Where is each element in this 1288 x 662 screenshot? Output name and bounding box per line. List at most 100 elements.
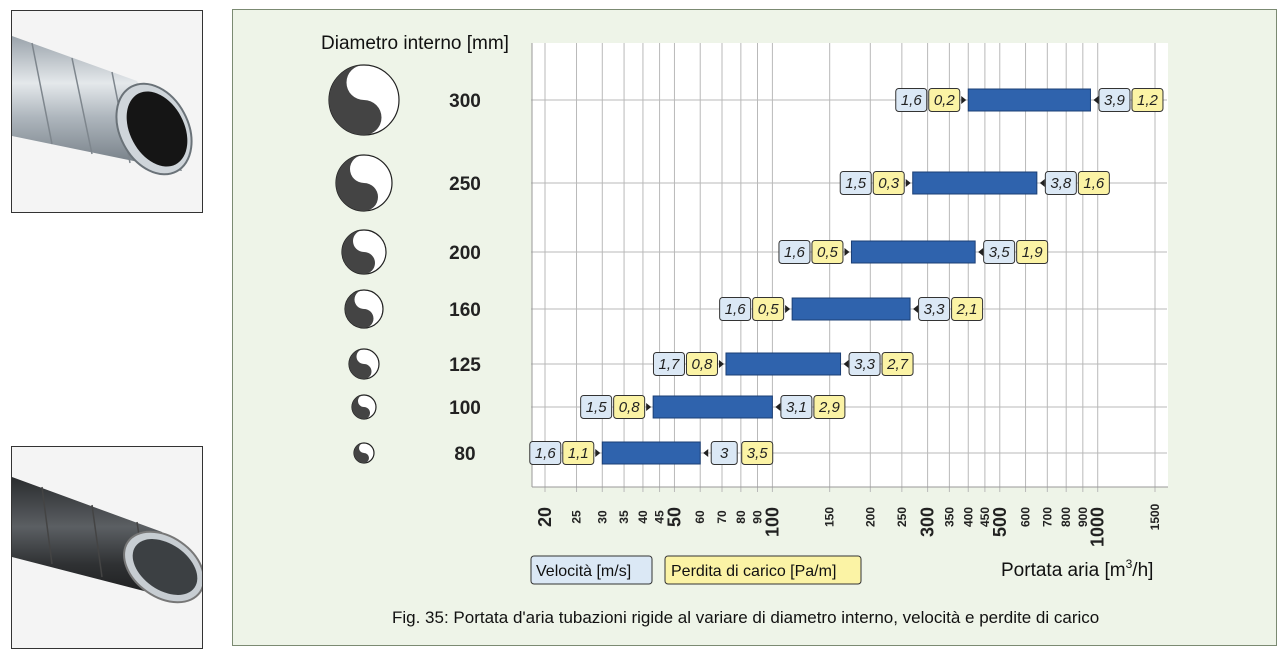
diameter-label: 300 <box>449 91 481 112</box>
flow-range-bar <box>912 171 1038 195</box>
perdita-min-label-box <box>613 395 646 419</box>
velocita-max-label: 3,3 <box>854 356 876 373</box>
diameter-label: 125 <box>449 355 481 376</box>
x-tick-label-major: 20 <box>535 507 555 527</box>
photo-black-spiral-duct <box>11 446 203 649</box>
x-tick-label: 80 <box>734 510 748 524</box>
icon-dark-half <box>349 349 372 379</box>
perdita-max-label: 2,7 <box>886 356 909 373</box>
perdita-min-label-box <box>928 88 961 112</box>
legend-velocita-label: Velocità [m/s] <box>536 563 631 580</box>
perdita-max-label: 1,6 <box>1083 175 1105 192</box>
x-tick-label-major: 300 <box>918 507 938 537</box>
x-tick-label: 45 <box>653 510 667 524</box>
perdita-max-label-box <box>1077 171 1110 195</box>
x-tick-label-major: 100 <box>762 507 782 537</box>
perdita-min-label-box <box>811 240 844 264</box>
velocita-max-label: 3,9 <box>1104 92 1126 109</box>
diameter-label: 80 <box>454 444 475 465</box>
velocita-max-label-box <box>710 441 738 465</box>
flow-range-bar <box>791 297 911 321</box>
duct-diameter-icon <box>344 289 384 329</box>
diameter-labels: 300 250 200 160 125 100 80 <box>449 91 481 465</box>
chart-bars: 0,2 1,6 3,9 1,2 0,3 1,5 3,8 1,6 0,5 1,6 3,5 1,9 0,5 1… <box>529 88 1164 465</box>
velocita-max-label-box <box>780 395 813 419</box>
perdita-min-label: 0,8 <box>692 356 714 373</box>
bar-arrow-left <box>646 403 652 411</box>
perdita-max-label-box <box>1016 240 1049 264</box>
diameter-label: 100 <box>449 398 481 419</box>
duct-diameter-icon <box>351 394 377 420</box>
x-tick-label: 25 <box>570 510 584 524</box>
perdita-max-label-box <box>813 395 846 419</box>
x-axis-title: Portata aria [m3/h] <box>1001 557 1153 581</box>
x-tick-label: 800 <box>1059 507 1073 527</box>
diameter-icons <box>328 64 400 464</box>
perdita-max-label: 1,2 <box>1137 92 1159 109</box>
legend-velocita-box <box>530 555 653 585</box>
flow-range-bar <box>725 352 842 376</box>
velocita-max-label: 3 <box>720 445 729 462</box>
perdita-min-label: 0,5 <box>817 244 839 261</box>
icon-dark-half <box>342 230 375 274</box>
bar-arrow-right <box>775 403 781 411</box>
velocita-min-label: 1,7 <box>659 356 681 373</box>
icon-dark-half <box>354 443 369 463</box>
bar-arrow-left <box>844 248 850 256</box>
velocita-min-label-box <box>529 441 562 465</box>
duct-diameter-icon <box>335 154 393 212</box>
velocita-min-label-box <box>580 395 613 419</box>
diameter-label: 250 <box>449 174 481 195</box>
x-tick-label-major: 1000 <box>1088 507 1108 547</box>
perdita-max-label-box <box>1131 88 1164 112</box>
velocita-min-label: 1,6 <box>535 445 557 462</box>
figure-caption: Fig. 35: Portata d'aria tubazioni rigide… <box>392 608 1099 627</box>
velocita-max-label: 3,1 <box>786 399 807 416</box>
legend: Velocità [m/s] Perdita di carico [Pa/m] <box>530 555 862 585</box>
x-tick-label: 250 <box>895 507 909 527</box>
perdita-max-label-box <box>951 297 984 321</box>
bar-arrow-left <box>905 179 911 187</box>
duct-diameter-icon <box>348 348 380 380</box>
bar-arrow-left <box>785 305 791 313</box>
x-tick-label: 1500 <box>1148 503 1162 530</box>
x-tick-label: 150 <box>823 507 837 527</box>
velocita-min-label-box <box>719 297 752 321</box>
x-tick-label: 700 <box>1040 507 1054 527</box>
y-axis-title: Diametro interno [mm] <box>321 33 509 54</box>
flow-range-bar <box>967 88 1091 112</box>
x-tick-label: 600 <box>1019 507 1033 527</box>
x-tick-label: 70 <box>715 510 729 524</box>
perdita-min-label: 0,8 <box>619 399 641 416</box>
velocita-min-label: 1,6 <box>901 92 923 109</box>
x-tick-label: 200 <box>863 507 877 527</box>
duct-diameter-icon <box>341 229 387 275</box>
perdita-max-label: 2,9 <box>818 399 841 416</box>
x-tick-label: 450 <box>978 507 992 527</box>
velocita-max-label-box <box>848 352 881 376</box>
x-tick-label: 900 <box>1076 507 1090 527</box>
perdita-min-label: 0,2 <box>934 92 956 109</box>
icon-dark-half <box>329 65 382 135</box>
x-tick-label: 40 <box>636 510 650 524</box>
perdita-max-label: 1,9 <box>1022 244 1044 261</box>
perdita-min-label-box <box>562 441 595 465</box>
velocita-max-label: 3,3 <box>924 301 946 318</box>
perdita-min-label: 0,5 <box>758 301 780 318</box>
velocita-min-label: 1,6 <box>725 301 747 318</box>
perdita-max-label: 3,5 <box>747 445 769 462</box>
perdita-max-label-box <box>881 352 914 376</box>
velocita-min-label-box <box>839 171 872 195</box>
bar-arrow-left <box>595 449 601 457</box>
diameter-label: 200 <box>449 243 481 264</box>
velocita-min-label: 1,6 <box>784 244 806 261</box>
perdita-max-label: 2,1 <box>956 301 978 318</box>
velocita-max-label-box <box>1044 171 1077 195</box>
x-tick-label: 60 <box>693 510 707 524</box>
bar-arrow-left <box>961 96 967 104</box>
velocita-max-label: 3,5 <box>989 244 1011 261</box>
flow-range-bar <box>652 395 773 419</box>
perdita-min-label-box <box>685 352 718 376</box>
bar-arrow-right <box>913 305 919 313</box>
bar-arrow-right <box>843 360 849 368</box>
